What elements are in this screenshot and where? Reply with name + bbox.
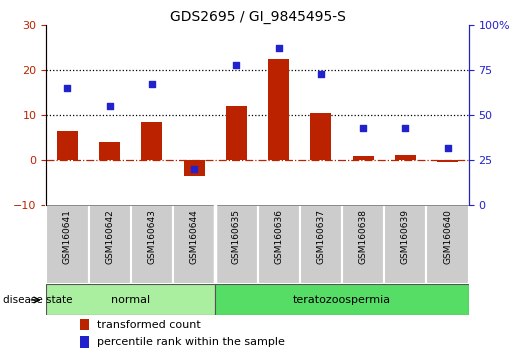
Point xyxy=(443,145,452,150)
Bar xyxy=(80,336,89,348)
Bar xyxy=(184,160,205,176)
Text: teratozoospermia: teratozoospermia xyxy=(293,295,391,305)
Point xyxy=(401,125,409,131)
Bar xyxy=(131,205,173,284)
Text: GSM160635: GSM160635 xyxy=(232,209,241,264)
Bar xyxy=(141,122,163,160)
Bar xyxy=(426,205,469,284)
Bar xyxy=(57,131,78,160)
Text: GSM160636: GSM160636 xyxy=(274,209,283,264)
Point xyxy=(317,71,325,76)
Text: percentile rank within the sample: percentile rank within the sample xyxy=(97,337,285,347)
Point xyxy=(232,62,241,67)
Bar xyxy=(89,205,131,284)
Text: GSM160637: GSM160637 xyxy=(316,209,325,264)
Bar xyxy=(99,142,120,160)
Bar xyxy=(226,106,247,160)
Text: GSM160644: GSM160644 xyxy=(190,209,199,264)
Point xyxy=(359,125,367,131)
Text: GSM160643: GSM160643 xyxy=(147,209,157,264)
Point xyxy=(190,166,198,172)
Bar xyxy=(46,205,89,284)
Bar xyxy=(384,205,426,284)
Text: normal: normal xyxy=(111,295,150,305)
Text: GSM160642: GSM160642 xyxy=(105,209,114,264)
Bar xyxy=(342,205,384,284)
Text: GSM160641: GSM160641 xyxy=(63,209,72,264)
Text: disease state: disease state xyxy=(3,295,72,305)
Point xyxy=(106,103,114,109)
Bar xyxy=(258,205,300,284)
Bar xyxy=(46,284,215,315)
Bar xyxy=(215,284,469,315)
Bar xyxy=(80,319,89,330)
Text: transformed count: transformed count xyxy=(97,320,201,330)
Title: GDS2695 / GI_9845495-S: GDS2695 / GI_9845495-S xyxy=(169,10,346,24)
Bar xyxy=(437,160,458,161)
Point xyxy=(148,81,156,87)
Bar xyxy=(395,155,416,160)
Bar xyxy=(173,205,215,284)
Text: GSM160638: GSM160638 xyxy=(358,209,368,264)
Bar xyxy=(300,205,342,284)
Point xyxy=(274,45,283,51)
Bar xyxy=(215,205,258,284)
Point xyxy=(63,85,72,91)
Text: GSM160639: GSM160639 xyxy=(401,209,410,264)
Bar xyxy=(352,156,374,160)
Bar xyxy=(310,113,332,160)
Text: GSM160640: GSM160640 xyxy=(443,209,452,264)
Bar xyxy=(268,59,289,160)
